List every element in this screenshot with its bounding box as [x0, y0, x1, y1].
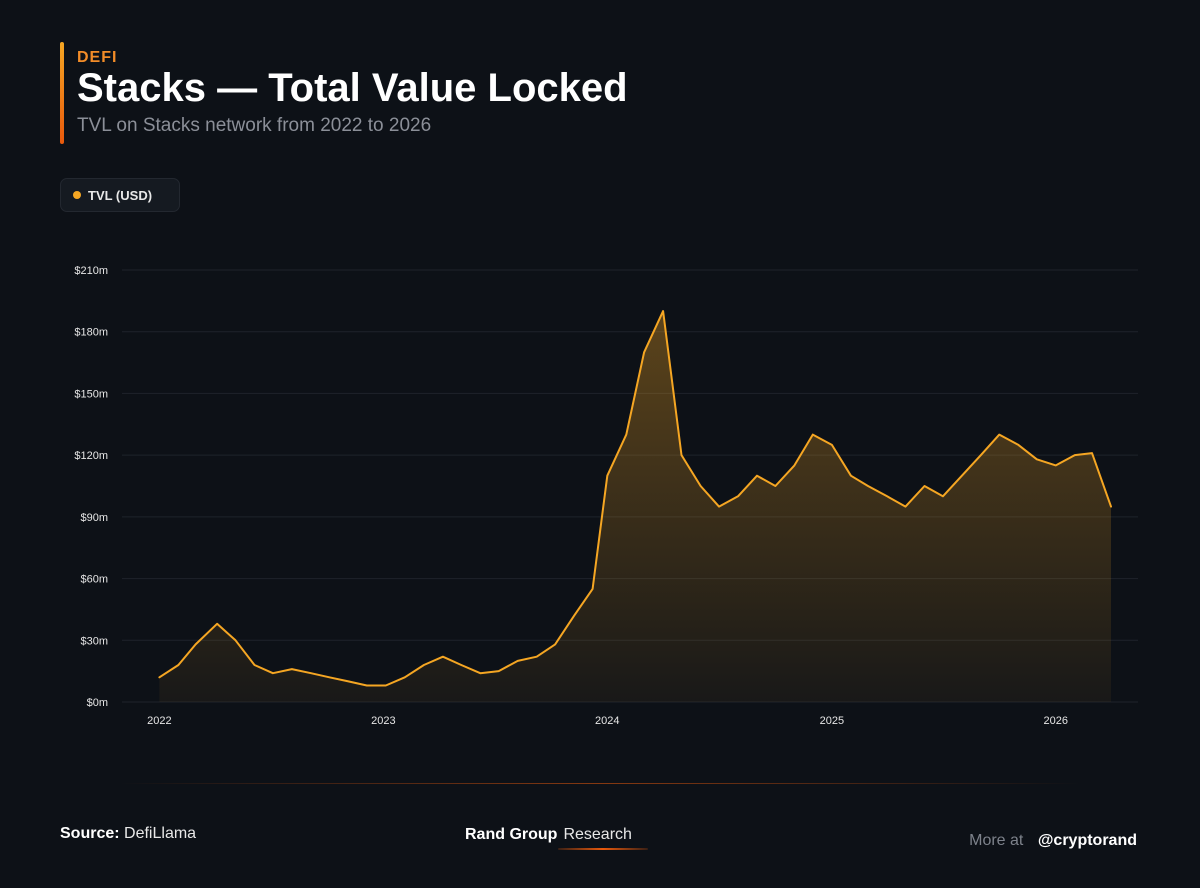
data-point — [642, 350, 646, 354]
data-point — [605, 474, 609, 478]
chart-subtitle: TVL on Stacks network from 2022 to 2026 — [77, 115, 432, 136]
x-axis: 2022 2023 2024 2025 2026 — [147, 715, 1068, 727]
legend: TVL (USD) — [60, 178, 180, 212]
data-point — [866, 484, 870, 488]
y-tick-label: $90m — [80, 512, 108, 524]
data-point — [1090, 451, 1094, 455]
data-point — [535, 655, 539, 659]
data-point — [572, 614, 576, 618]
data-point — [661, 309, 665, 313]
data-point — [176, 663, 180, 667]
legend-swatch — [73, 191, 81, 199]
data-point — [755, 474, 759, 478]
data-point — [624, 433, 628, 437]
source-value: DefiLlama — [124, 825, 197, 842]
data-point — [553, 642, 557, 646]
data-point — [365, 684, 369, 688]
more-at: More at @cryptorand — [969, 832, 1137, 850]
data-point — [885, 494, 889, 498]
data-point — [941, 494, 945, 498]
data-point — [459, 663, 463, 667]
data-point — [680, 453, 684, 457]
x-tick-label: 2022 — [147, 715, 171, 727]
data-point — [979, 453, 983, 457]
brand-name: Rand Group — [465, 826, 558, 843]
y-tick-label: $60m — [80, 574, 108, 586]
source-credit: Source: DefiLlama — [60, 825, 196, 843]
data-point — [516, 659, 520, 663]
data-point — [290, 667, 294, 671]
social-handle[interactable]: @cryptorand — [1037, 832, 1137, 849]
legend-label: TVL (USD) — [88, 187, 153, 203]
data-point — [717, 505, 721, 509]
data-point — [384, 684, 388, 688]
data-point — [904, 505, 908, 509]
brand-underline — [558, 848, 648, 850]
data-point — [234, 638, 238, 642]
data-point — [157, 675, 161, 679]
accent-bar — [60, 42, 64, 144]
data-point — [441, 655, 445, 659]
brand-sub: Research — [563, 826, 632, 843]
chart-title: Stacks — Total Value Locked — [77, 66, 628, 110]
data-point — [811, 433, 815, 437]
x-tick-label: 2024 — [595, 715, 619, 727]
data-point — [194, 642, 198, 646]
y-tick-label: $210m — [74, 265, 108, 277]
data-point — [1109, 505, 1113, 509]
data-point — [591, 587, 595, 591]
y-axis: $0m $30m $60m $90m $120m $150m $180m $210m — [74, 265, 108, 709]
data-point — [736, 494, 740, 498]
data-point — [1073, 453, 1077, 457]
y-tick-label: $180m — [74, 327, 108, 339]
data-point — [830, 443, 834, 447]
source-label: Source: — [60, 825, 120, 842]
data-point — [699, 484, 703, 488]
data-point — [403, 675, 407, 679]
data-point — [497, 669, 501, 673]
data-point — [792, 463, 796, 467]
data-point — [997, 433, 1001, 437]
series-line — [158, 310, 1112, 687]
series — [157, 309, 1113, 702]
divider — [120, 783, 1080, 784]
data-point — [1054, 463, 1058, 467]
x-tick-label: 2026 — [1044, 715, 1068, 727]
data-point — [1035, 457, 1039, 461]
data-point — [960, 474, 964, 478]
data-point — [849, 474, 853, 478]
y-tick-label: $30m — [80, 635, 108, 647]
category-label: DEFI — [77, 49, 118, 66]
y-tick-label: $150m — [74, 388, 108, 400]
data-point — [478, 671, 482, 675]
series-area — [159, 311, 1111, 702]
brand: Rand Group Research — [465, 826, 632, 844]
data-point — [422, 663, 426, 667]
data-point — [309, 671, 313, 675]
data-point — [773, 484, 777, 488]
y-tick-label: $0m — [87, 697, 108, 709]
data-point — [1016, 443, 1020, 447]
data-point — [923, 484, 927, 488]
x-tick-label: 2023 — [371, 715, 395, 727]
y-tick-label: $120m — [74, 450, 108, 462]
data-point — [346, 679, 350, 683]
data-point — [253, 663, 257, 667]
more-label: More at — [969, 832, 1024, 849]
data-point — [271, 671, 275, 675]
x-tick-label: 2025 — [820, 715, 844, 727]
data-point — [327, 675, 331, 679]
data-point — [215, 622, 219, 626]
